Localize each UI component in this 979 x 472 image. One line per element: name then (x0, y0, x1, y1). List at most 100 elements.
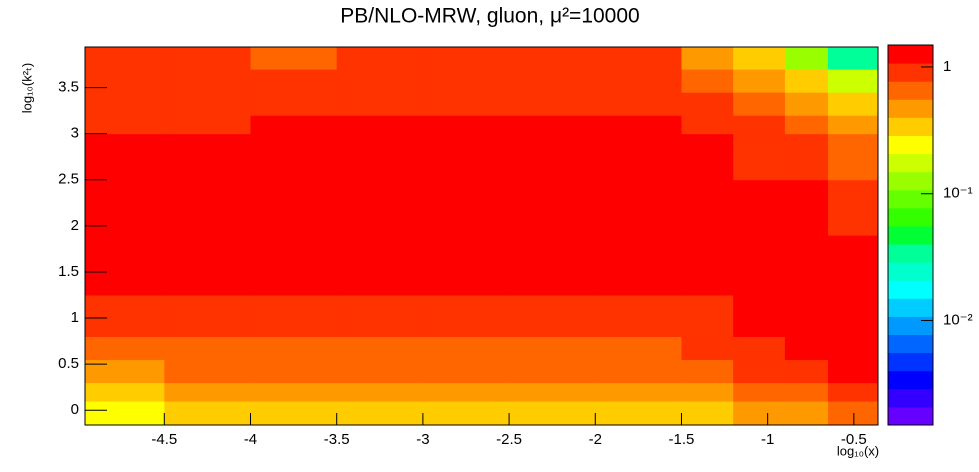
heatmap-cell (733, 359, 786, 384)
heatmap-cell (784, 401, 829, 426)
heatmap-cell (509, 336, 596, 361)
heatmap-cell (784, 69, 829, 93)
palette-swatch (888, 334, 933, 354)
heatmap-cell (733, 69, 786, 93)
heatmap-cell (733, 336, 786, 361)
heatmap-cell (85, 336, 165, 361)
palette-swatch (888, 153, 933, 173)
heatmap-cell (422, 382, 510, 402)
heatmap-cell (681, 382, 734, 402)
y-tick-label: 3 (71, 125, 79, 142)
heatmap-cell (422, 133, 510, 181)
palette-swatch (888, 63, 933, 82)
palette-swatch (888, 117, 933, 136)
heatmap-cell (336, 235, 424, 296)
heatmap-cell (164, 295, 251, 337)
heatmap-cell (595, 47, 682, 70)
z-tick-label: 10⁻² (943, 312, 973, 329)
heatmap-cell (733, 235, 786, 296)
heatmap-cell (422, 235, 510, 296)
heatmap-cell (509, 295, 596, 337)
heatmap-cell (250, 69, 338, 93)
y-tick-label: 1 (71, 309, 79, 326)
y-tick-label: 0 (71, 401, 79, 418)
heatmap-cell (250, 401, 338, 426)
heatmap-cell (595, 336, 682, 361)
heatmap-cell (595, 401, 682, 426)
heatmap-cell (85, 115, 165, 135)
heatmap-cell (164, 382, 251, 402)
heatmap-cell (85, 235, 165, 296)
heatmap-cell (828, 336, 879, 361)
heatmap-cell (784, 115, 829, 135)
heatmap-cell (422, 115, 510, 135)
palette-swatch (888, 370, 933, 390)
heatmap-cell (828, 295, 879, 337)
heatmap-cell (422, 295, 510, 337)
heatmap-cell (828, 47, 879, 70)
heatmap-cell (784, 47, 829, 70)
palette-swatch (888, 171, 933, 191)
heatmap-cell (509, 92, 596, 116)
x-tick-label: -2 (589, 431, 602, 448)
heatmap-cell (250, 47, 338, 70)
heatmap-cell (828, 115, 879, 135)
palette-swatch (888, 225, 933, 245)
heatmap-cell (595, 382, 682, 402)
heatmap-cell (422, 47, 510, 70)
heatmap-cell (250, 235, 338, 296)
heatmap-cell (422, 179, 510, 236)
palette-swatch (888, 45, 933, 64)
heatmap-cell (784, 92, 829, 116)
heatmap-cell (784, 179, 829, 236)
heatmap-cell (595, 359, 682, 384)
heatmap-cell (733, 401, 786, 426)
heatmap-cell (681, 359, 734, 384)
heatmap-cell (509, 69, 596, 93)
heatmap-cell (595, 92, 682, 116)
x-tick-label: -4.5 (151, 431, 177, 448)
heatmap-cell (336, 47, 424, 70)
heatmap-cell (828, 133, 879, 181)
x-axis-label: log₁₀(x) (837, 443, 879, 458)
heatmap-cell (681, 115, 734, 135)
y-tick-label: 0.5 (58, 355, 79, 372)
heatmap-cell (85, 133, 165, 181)
heatmap-cell (595, 133, 682, 181)
palette-swatch (888, 189, 933, 209)
heatmap-cell (250, 359, 338, 384)
heatmap-cell (336, 92, 424, 116)
palette-swatch (888, 262, 933, 281)
heatmap-cell (164, 359, 251, 384)
palette-frame (887, 44, 934, 426)
y-tick-label: 2.5 (58, 171, 79, 188)
palette-swatch (888, 406, 933, 426)
heatmap-cell (422, 401, 510, 426)
heatmap-cell (681, 401, 734, 426)
heatmap-cell (681, 179, 734, 236)
heatmap-cell (85, 382, 165, 402)
heatmap-cell (164, 133, 251, 181)
heatmap-cell (164, 235, 251, 296)
heatmap-cell (595, 115, 682, 135)
heatmap-cell (164, 336, 251, 361)
y-tick-label: 3.5 (58, 79, 79, 96)
palette-swatch (888, 388, 933, 408)
heatmap-cell (509, 401, 596, 426)
heatmap-cell (828, 69, 879, 93)
heatmap-cell (595, 295, 682, 337)
heatmap-cell (336, 359, 424, 384)
palette-swatch (888, 207, 933, 227)
heatmap-cell (784, 295, 829, 337)
x-tick-label: -3 (416, 431, 429, 448)
heatmap-cell (336, 295, 424, 337)
heatmap-cell (422, 359, 510, 384)
heatmap-cell (784, 382, 829, 402)
heatmap-cell (784, 359, 829, 384)
heatmap-cell (85, 69, 165, 93)
heatmap-cell (250, 382, 338, 402)
heatmap-cell (733, 382, 786, 402)
heatmap-cell (733, 47, 786, 70)
heatmap-cell (681, 69, 734, 93)
